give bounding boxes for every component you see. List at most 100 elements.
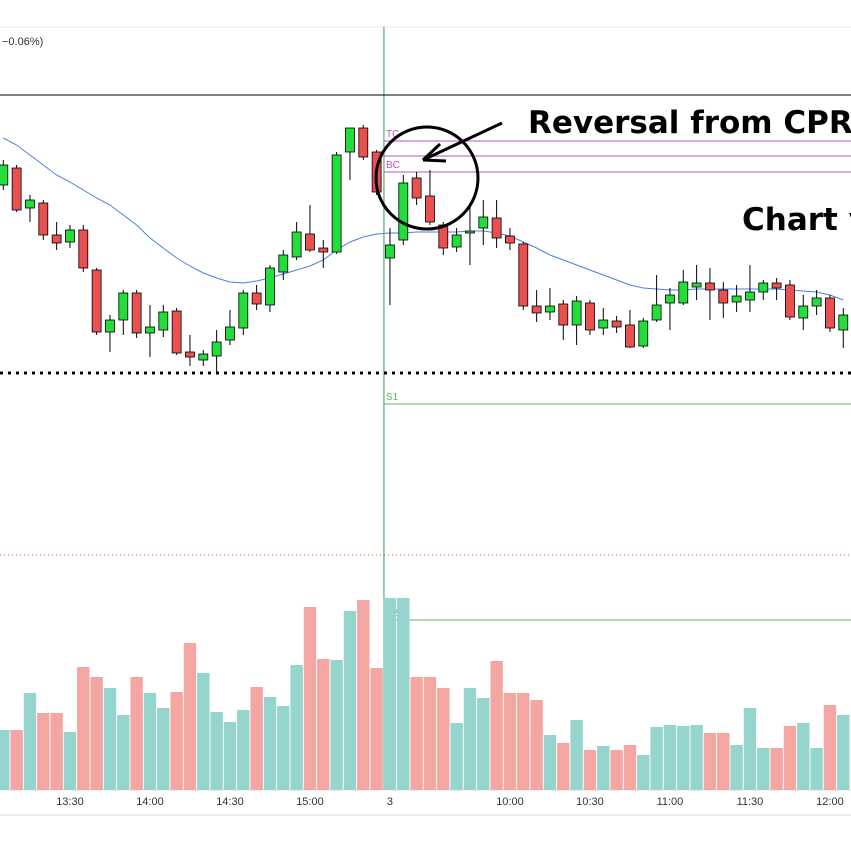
candle-body: [11, 167, 22, 211]
volume-bar: [490, 661, 503, 790]
volume-bar: [183, 643, 197, 790]
volume-bar: [103, 688, 117, 790]
volume-bar: [650, 727, 663, 790]
volume-bar: [610, 750, 623, 790]
candle-body: [225, 326, 235, 341]
candle-body: [465, 230, 475, 234]
x-tick-label: 3: [387, 796, 393, 808]
candle-body: [425, 195, 435, 223]
level-label: S1: [386, 392, 399, 403]
volume-bar: [743, 708, 757, 790]
candle-body: [638, 320, 649, 347]
candle-body: [531, 305, 542, 314]
candle-body: [345, 127, 355, 153]
candle-body: [145, 326, 155, 334]
volume-bar: [37, 713, 50, 790]
candle-body: [825, 297, 835, 329]
candle-body: [718, 289, 729, 304]
volume-bar: [517, 693, 530, 790]
volume-bar: [450, 723, 463, 790]
candle-body: [305, 233, 315, 251]
volume-bar: [130, 677, 143, 790]
volume-bar: [690, 725, 703, 790]
volume-bar: [210, 712, 223, 790]
volume-bar: [250, 687, 263, 790]
candle-body: [611, 320, 622, 328]
candle-body: [105, 319, 115, 333]
candle-body: [651, 304, 662, 321]
candle-body: [385, 244, 395, 259]
volume-bar: [317, 659, 330, 790]
volume-bar: [0, 730, 10, 790]
candle-body: [198, 353, 209, 361]
volume-bar: [343, 611, 357, 790]
volume-bar: [383, 598, 397, 790]
level-label: TC: [386, 129, 399, 140]
volume-bar: [623, 745, 637, 790]
candle-body: [358, 127, 369, 158]
candle-body: [91, 269, 102, 333]
candle-body: [398, 182, 409, 241]
candle-body: [705, 282, 715, 291]
moving-average: [3, 137, 844, 301]
volume-bar: [570, 720, 583, 790]
x-tick-label: 15:00: [296, 796, 324, 808]
x-tick-label: 14:00: [136, 796, 164, 808]
candle-body: [731, 295, 742, 303]
volume-bar: [223, 722, 237, 790]
volume-bar: [530, 700, 543, 790]
candle-body: [598, 319, 609, 329]
x-tick-label: 10:30: [576, 796, 604, 808]
volume-bar: [410, 677, 423, 790]
volume-bar: [63, 732, 77, 790]
volume-bar: [730, 745, 743, 790]
x-tick-label: 11:00: [657, 796, 684, 808]
volume-bar: [197, 673, 210, 790]
level-label: BC: [386, 160, 400, 171]
candle-body: [745, 291, 755, 301]
candle-body: [211, 341, 222, 357]
volume-bar: [597, 746, 610, 790]
arrow: [422, 121, 503, 162]
candle-body: [758, 282, 769, 293]
candle-body: [491, 217, 502, 239]
candle-body: [331, 154, 342, 253]
candle-body: [451, 234, 462, 248]
candle-body: [625, 324, 635, 348]
volume-bar: [117, 715, 130, 790]
candle-body: [118, 292, 129, 321]
candle-body: [518, 243, 529, 307]
candle-body: [798, 305, 809, 319]
volume-bar: [823, 705, 837, 790]
volume-bar: [157, 708, 170, 790]
annotation: Chart v: [742, 202, 851, 238]
x-tick-label: 12:00: [816, 796, 844, 808]
volume-bar: [677, 726, 690, 790]
volume-bar: [423, 677, 437, 790]
candle-body: [265, 267, 275, 306]
candle-body: [505, 235, 515, 244]
volume-bar: [770, 748, 783, 790]
candle-body: [478, 216, 489, 229]
volume-bar: [303, 607, 317, 790]
candle-body: [238, 292, 249, 329]
volume-bar: [143, 693, 157, 790]
volume-bar: [463, 688, 477, 790]
volume-bar: [503, 693, 517, 790]
volume-bar: [543, 735, 557, 790]
candle-body: [411, 177, 422, 199]
volume-bar: [370, 668, 383, 790]
volume-bar: [437, 688, 450, 790]
volume-bar: [557, 743, 570, 790]
x-tick-label: 11:30: [737, 796, 764, 808]
candle-body: [78, 229, 89, 269]
candle-body: [771, 282, 782, 289]
candle-body: [38, 202, 49, 236]
x-tick-label: 14:30: [216, 796, 244, 808]
volume-bar: [583, 750, 597, 790]
candle-body: [558, 303, 569, 326]
volume-bar: [397, 598, 410, 790]
candle-body: [811, 297, 822, 307]
